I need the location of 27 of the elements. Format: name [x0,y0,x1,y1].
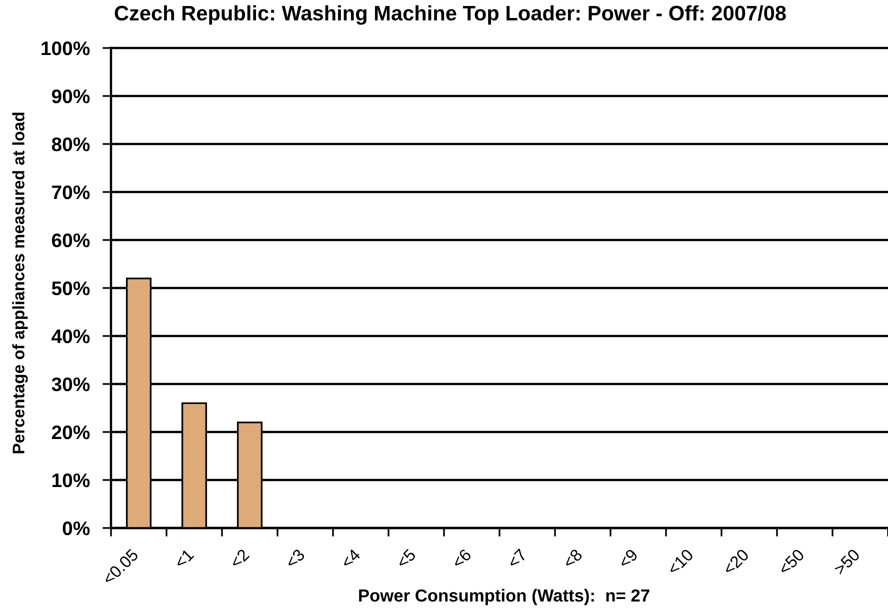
x-tick-label: <8 [562,548,583,569]
y-axis-title: Percentage of appliances measured at load [12,112,28,454]
x-tick-label: <4 [340,548,361,569]
y-tick-label: 0% [62,521,90,536]
x-tick-label: <50 [778,548,805,576]
x-tick-label: <6 [451,548,472,569]
x-tick-label: >50 [833,548,860,576]
x-tick-label: <20 [722,548,750,576]
x-tick-label: <3 [284,548,306,569]
y-tick-label: 50% [52,281,90,296]
x-tick-label: <9 [618,548,638,569]
y-tick-label: 40% [52,329,90,344]
x-axis-title: Power Consumption (Watts): n= 27 [359,588,650,606]
y-tick-label: 100% [42,41,90,56]
x-tick-label: <10 [666,548,694,576]
y-tick-label: 20% [52,425,90,440]
y-tick-label: 10% [52,473,90,488]
chart-title: Czech Republic: Washing Machine Top Loader: Power - Off: 2007/08 [114,5,786,25]
y-tick-label: 80% [52,137,90,152]
y-tick-label: 30% [52,377,90,392]
x-tick-label: <1 [174,548,194,569]
y-tick-label: 60% [52,233,90,248]
x-tick-label: <2 [229,548,250,569]
x-tick-label: <5 [396,548,416,569]
x-tick-label: <7 [506,548,528,569]
y-tick-label: 90% [52,89,90,104]
y-tick-label: 70% [52,185,90,200]
